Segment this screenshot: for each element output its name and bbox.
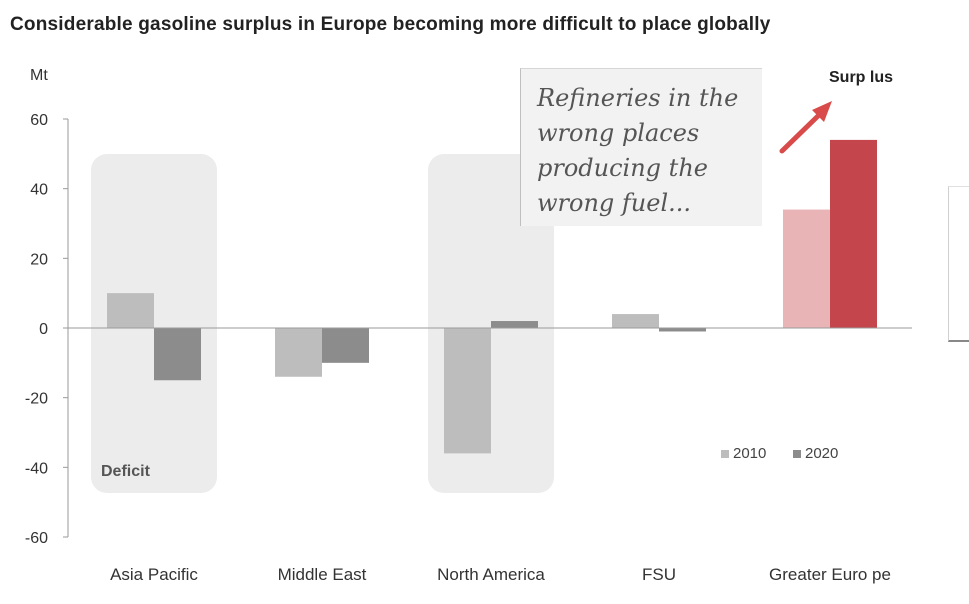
deficit-label: Deficit: [101, 463, 151, 480]
bar-2020: [322, 328, 369, 363]
chart-title: Considerable gasoline surplus in Europe …: [10, 14, 771, 35]
y-tick-label: 60: [30, 112, 48, 129]
category-label: Asia Pacific: [110, 565, 198, 584]
callout-line: producing the: [537, 154, 708, 182]
y-axis-unit: Mt: [30, 67, 48, 84]
surplus-arrow-shaft: [779, 112, 822, 154]
bar-2010: [107, 293, 154, 328]
surplus-label: Surp lus: [829, 69, 893, 86]
callout-box: Refineries in the wrong places producing…: [520, 68, 762, 226]
bar-2010: [783, 209, 830, 328]
bar-2010: [612, 314, 659, 328]
bar-2020: [659, 328, 706, 332]
side-panel-edge: [948, 186, 969, 342]
y-tick-label: -40: [25, 460, 48, 477]
category-label: North America: [437, 565, 545, 584]
category-label: FSU: [642, 565, 676, 584]
category-label: Middle East: [278, 565, 367, 584]
callout-line: wrong fuel...: [537, 189, 692, 217]
y-tick-label: 20: [30, 251, 48, 268]
bar-2020: [830, 139, 877, 328]
bar-2010: [275, 328, 322, 377]
callout-line: wrong places: [537, 119, 700, 147]
legend-label: 2020: [805, 445, 838, 462]
bar-2010: [444, 328, 491, 454]
legend-swatch: [721, 450, 729, 458]
legend-swatch: [793, 450, 801, 458]
bar-2020: [154, 328, 201, 381]
bar-2020: [491, 321, 538, 328]
category-label: Greater Euro pe: [769, 565, 891, 584]
y-tick-label: -60: [25, 530, 48, 547]
y-tick-label: 40: [30, 182, 48, 199]
y-tick-label: 0: [39, 321, 48, 338]
callout-line: Refineries in the: [537, 84, 739, 112]
y-tick-label: -20: [25, 391, 48, 408]
legend-label: 2010: [733, 445, 766, 462]
surplus-arrow-head: [812, 101, 832, 122]
